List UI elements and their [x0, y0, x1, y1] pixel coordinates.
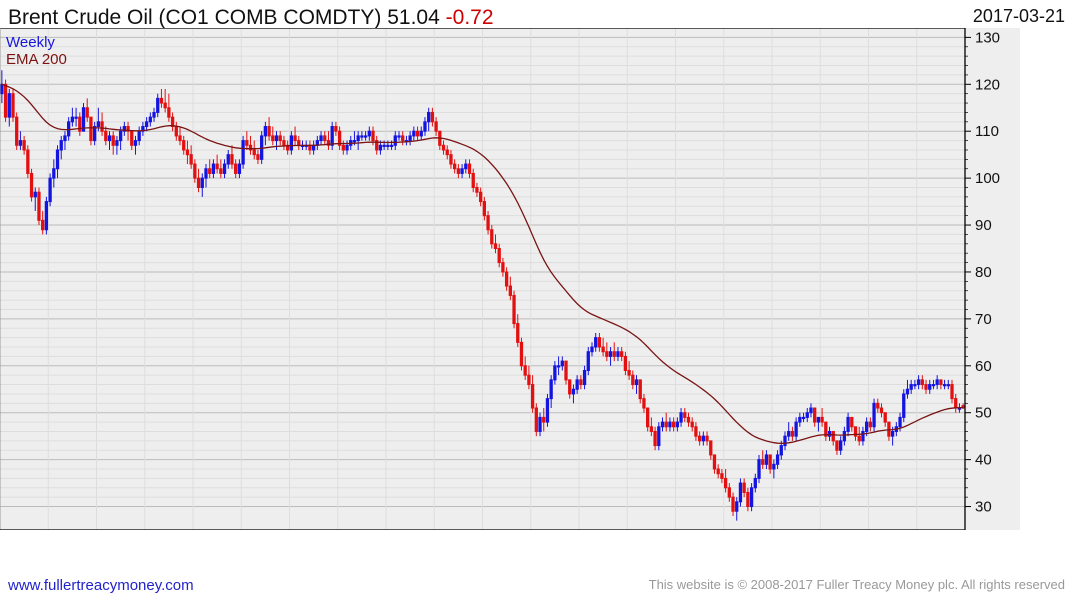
legend-weekly: Weekly	[6, 34, 67, 51]
chart-legend: Weekly EMA 200	[6, 34, 67, 68]
svg-text:130: 130	[975, 29, 1000, 46]
svg-text:120: 120	[975, 76, 1000, 93]
legend-ema: EMA 200	[6, 51, 67, 68]
price-value: 51.04	[387, 6, 440, 29]
candlestick-svg[interactable]: 30 40 50 60 70 80 90 100 110 120 130	[0, 28, 1020, 530]
svg-text:80: 80	[975, 264, 992, 281]
svg-text:70: 70	[975, 311, 992, 328]
svg-text:30: 30	[975, 499, 992, 516]
svg-text:110: 110	[975, 123, 999, 140]
price-change: -0.72	[446, 6, 494, 29]
svg-text:100: 100	[975, 170, 1000, 187]
chart-title: Brent Crude Oil (CO1 COMB COMDTY) 51.04 …	[8, 6, 494, 30]
chart-date: 2017-03-21	[973, 6, 1065, 27]
svg-text:60: 60	[975, 358, 992, 375]
svg-text:90: 90	[975, 217, 992, 234]
footer-copyright: This website is © 2008-2017 Fuller Treac…	[649, 577, 1065, 592]
footer-link[interactable]: www.fullertreacymoney.com	[8, 577, 194, 594]
svg-text:50: 50	[975, 405, 992, 422]
symbol-line: Brent Crude Oil (CO1 COMB COMDTY)	[8, 6, 381, 29]
plot-area[interactable]: 30 40 50 60 70 80 90 100 110 120 130	[0, 28, 1020, 530]
brent-crude-chart: Brent Crude Oil (CO1 COMB COMDTY) 51.04 …	[0, 0, 1075, 600]
svg-text:40: 40	[975, 452, 992, 469]
